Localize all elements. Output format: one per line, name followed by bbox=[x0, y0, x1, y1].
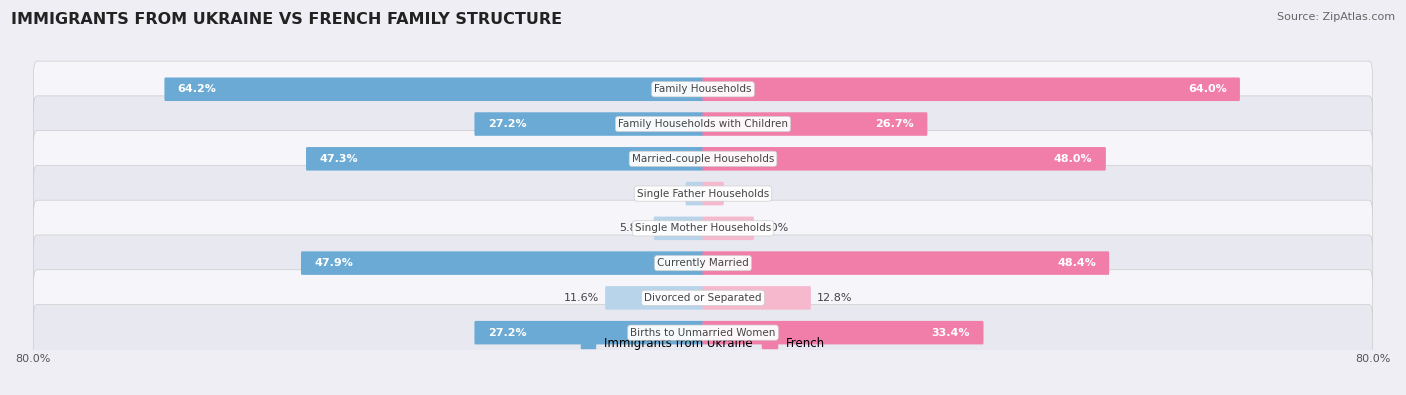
Text: 64.0%: 64.0% bbox=[1188, 84, 1226, 94]
Text: 6.0%: 6.0% bbox=[761, 223, 789, 233]
FancyBboxPatch shape bbox=[307, 147, 703, 171]
Text: 11.6%: 11.6% bbox=[564, 293, 599, 303]
Text: 2.0%: 2.0% bbox=[651, 188, 679, 199]
Text: 26.7%: 26.7% bbox=[876, 119, 914, 129]
Text: 27.2%: 27.2% bbox=[488, 119, 526, 129]
FancyBboxPatch shape bbox=[34, 200, 1372, 256]
Text: IMMIGRANTS FROM UKRAINE VS FRENCH FAMILY STRUCTURE: IMMIGRANTS FROM UKRAINE VS FRENCH FAMILY… bbox=[11, 12, 562, 27]
FancyBboxPatch shape bbox=[703, 216, 754, 240]
Legend: Immigrants from Ukraine, French: Immigrants from Ukraine, French bbox=[581, 337, 825, 350]
Text: Single Mother Households: Single Mother Households bbox=[636, 223, 770, 233]
Text: 27.2%: 27.2% bbox=[488, 327, 526, 338]
FancyBboxPatch shape bbox=[34, 305, 1372, 361]
Text: 48.0%: 48.0% bbox=[1054, 154, 1092, 164]
Text: 5.8%: 5.8% bbox=[619, 223, 648, 233]
FancyBboxPatch shape bbox=[34, 61, 1372, 117]
FancyBboxPatch shape bbox=[703, 112, 928, 136]
FancyBboxPatch shape bbox=[34, 166, 1372, 222]
Text: Births to Unmarried Women: Births to Unmarried Women bbox=[630, 327, 776, 338]
Text: Family Households with Children: Family Households with Children bbox=[619, 119, 787, 129]
Text: 12.8%: 12.8% bbox=[817, 293, 852, 303]
Text: 33.4%: 33.4% bbox=[932, 327, 970, 338]
FancyBboxPatch shape bbox=[654, 216, 703, 240]
Text: 47.3%: 47.3% bbox=[319, 154, 359, 164]
Text: Currently Married: Currently Married bbox=[657, 258, 749, 268]
FancyBboxPatch shape bbox=[703, 147, 1107, 171]
Text: Source: ZipAtlas.com: Source: ZipAtlas.com bbox=[1277, 12, 1395, 22]
FancyBboxPatch shape bbox=[301, 251, 703, 275]
Text: 47.9%: 47.9% bbox=[314, 258, 353, 268]
Text: 64.2%: 64.2% bbox=[177, 84, 217, 94]
FancyBboxPatch shape bbox=[34, 96, 1372, 152]
FancyBboxPatch shape bbox=[703, 286, 811, 310]
Text: Family Households: Family Households bbox=[654, 84, 752, 94]
FancyBboxPatch shape bbox=[703, 321, 984, 344]
Text: Divorced or Separated: Divorced or Separated bbox=[644, 293, 762, 303]
Text: 48.4%: 48.4% bbox=[1057, 258, 1095, 268]
FancyBboxPatch shape bbox=[34, 235, 1372, 291]
FancyBboxPatch shape bbox=[605, 286, 703, 310]
Text: 2.4%: 2.4% bbox=[730, 188, 758, 199]
FancyBboxPatch shape bbox=[703, 77, 1240, 101]
Text: Single Father Households: Single Father Households bbox=[637, 188, 769, 199]
FancyBboxPatch shape bbox=[703, 182, 724, 205]
FancyBboxPatch shape bbox=[165, 77, 703, 101]
FancyBboxPatch shape bbox=[34, 131, 1372, 187]
Text: Married-couple Households: Married-couple Households bbox=[631, 154, 775, 164]
FancyBboxPatch shape bbox=[686, 182, 703, 205]
FancyBboxPatch shape bbox=[474, 112, 703, 136]
FancyBboxPatch shape bbox=[703, 251, 1109, 275]
FancyBboxPatch shape bbox=[474, 321, 703, 344]
FancyBboxPatch shape bbox=[34, 270, 1372, 326]
